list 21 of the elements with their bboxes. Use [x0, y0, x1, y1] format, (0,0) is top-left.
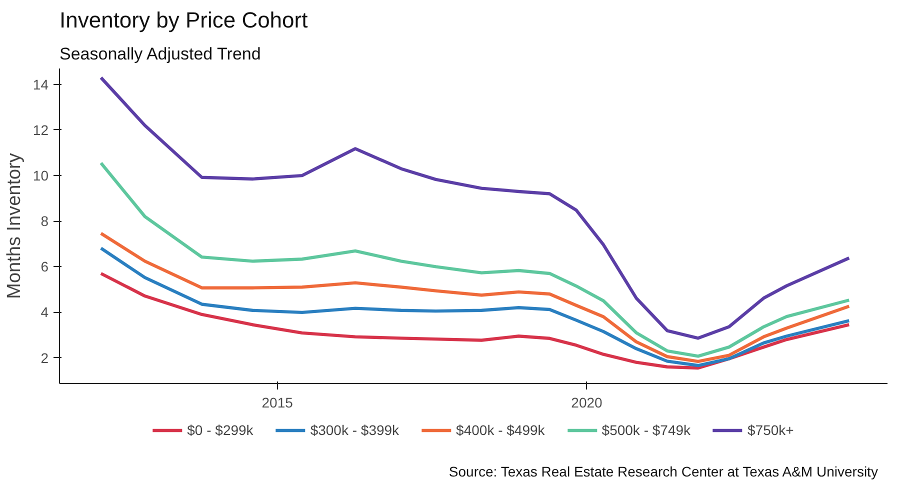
- y-tick-label: 12: [32, 122, 49, 138]
- x-tick-label: 2020: [571, 394, 603, 410]
- y-tick-label: 6: [40, 258, 49, 275]
- y-tick-label: 4: [40, 304, 49, 320]
- y-tick-label: 14: [32, 76, 49, 92]
- line-series: [99, 76, 851, 340]
- line-series: [99, 161, 851, 358]
- y-axis-title: Months Inventory: [4, 152, 25, 299]
- y-tick-label: 8: [40, 213, 49, 230]
- y-tick-label: 10: [32, 168, 49, 184]
- legend-label: $750k+: [748, 422, 794, 438]
- line-series: [99, 272, 851, 370]
- chart-subtitle: Seasonally Adjusted Trend: [60, 44, 261, 64]
- legend-label: $400k - $499k: [456, 422, 545, 438]
- legend-label: $500k - $749k: [602, 422, 691, 438]
- x-tick-label: 2015: [262, 394, 294, 410]
- chart-title: Inventory by Price Cohort: [60, 8, 308, 32]
- legend-label: $300k - $399k: [310, 422, 400, 438]
- legend-label: $0 - $299k: [187, 422, 254, 438]
- y-tick-label: 2: [40, 350, 49, 366]
- source-note: Source: Texas Real Estate Research Center at Texas A&M University: [448, 464, 878, 480]
